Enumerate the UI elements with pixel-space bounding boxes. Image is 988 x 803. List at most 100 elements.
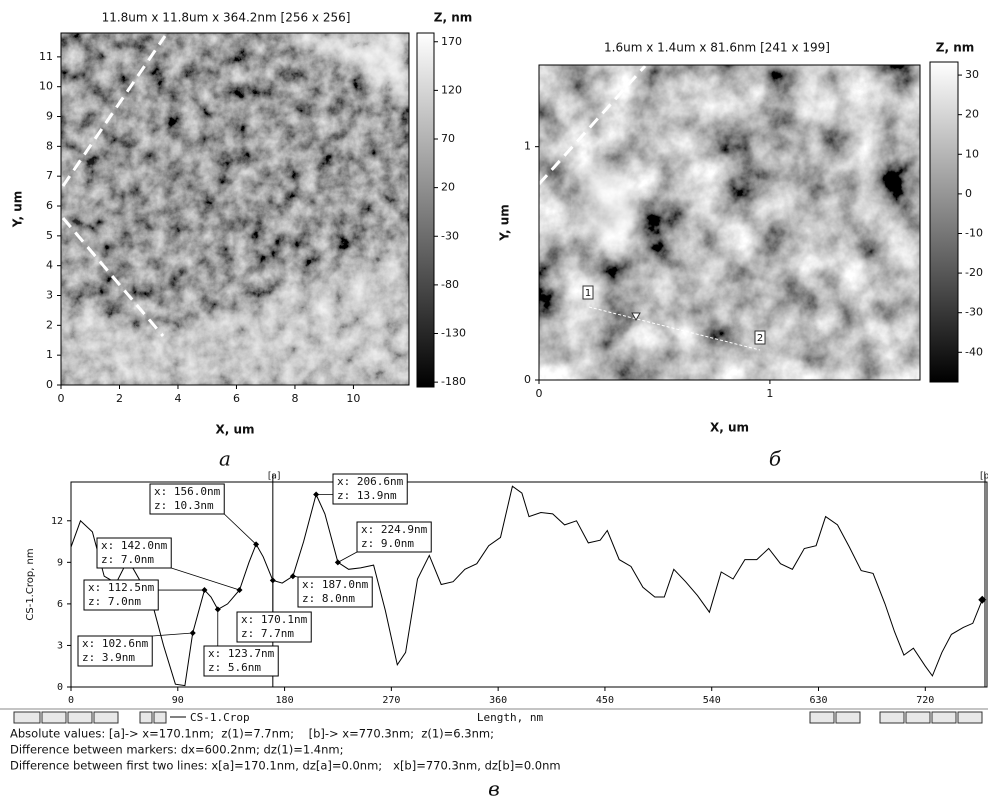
colorbar-tick-label: 70: [441, 132, 455, 145]
x-tick-label: 630: [809, 695, 827, 706]
figure: 11.8um x 11.8um x 364.2nm [256 x 256] Z, …: [0, 0, 988, 803]
caption: в: [488, 777, 500, 801]
colorbar-tick-label: -20: [965, 266, 983, 279]
x-tick-label: 1: [766, 387, 773, 400]
x-tick-label: 0: [536, 387, 543, 400]
marker-label: 1: [585, 288, 591, 299]
x-axis-label: X, um: [710, 421, 749, 435]
annotation-text: z: 7.0nm: [101, 553, 154, 566]
status-line: Absolute values: [a]-> x=170.1nm; z(1)=7…: [10, 727, 494, 741]
afm-image: [61, 33, 409, 385]
colorbar-tick-label: 170: [441, 35, 462, 48]
cursor-label: [a]: [268, 472, 281, 482]
y-tick-label: 3: [57, 640, 63, 651]
legend-label: CS-1.Crop: [190, 711, 250, 724]
x-tick-label: 4: [174, 392, 181, 405]
y-tick-label: 0: [57, 682, 63, 693]
x-tick-label: 270: [382, 695, 400, 706]
button[interactable]: [94, 712, 118, 723]
x-tick-label: 0: [58, 392, 65, 405]
annotation-text: x: 224.9nm: [361, 523, 428, 536]
colorbar-tick-label: -30: [965, 306, 983, 319]
annotation-text: x: 123.7nm: [208, 647, 275, 660]
y-tick-label: 12: [51, 516, 63, 527]
x-tick-label: 450: [596, 695, 614, 706]
x-tick-label: 10: [346, 392, 360, 405]
annotation-text: x: 170.1nm: [241, 613, 308, 626]
button[interactable]: [880, 712, 904, 723]
annotation-text: z: 3.9nm: [82, 651, 135, 664]
afm-image: [539, 65, 920, 380]
y-axis-label: Y, um: [11, 191, 25, 229]
colorbar-tick-label: -10: [965, 226, 983, 239]
colorbar-tick-label: 0: [965, 187, 972, 200]
chart-title: 11.8um x 11.8um x 364.2nm [256 x 256]: [102, 11, 351, 25]
annotation-text: z: 9.0nm: [361, 537, 414, 550]
button[interactable]: [810, 712, 834, 723]
y-axis-label: Y, um: [498, 204, 512, 242]
x-tick-label: 180: [276, 695, 294, 706]
annotation-text: x: 206.6nm: [337, 475, 404, 488]
y-tick-label: 8: [46, 139, 53, 152]
caption: б: [769, 447, 782, 471]
y-tick-label: 6: [46, 199, 53, 212]
x-axis-label: Length, nm: [477, 711, 544, 724]
y-tick-label: 4: [46, 259, 53, 272]
annotation-text: x: 142.0nm: [101, 539, 168, 552]
x-tick-label: 0: [68, 695, 74, 706]
annotation-text: z: 7.0nm: [88, 595, 141, 608]
x-tick-label: 360: [489, 695, 507, 706]
button[interactable]: [154, 712, 166, 723]
button[interactable]: [42, 712, 66, 723]
x-tick-label: 6: [233, 392, 240, 405]
colorbar-tick-label: -40: [965, 345, 983, 358]
colorbar-label: Z, nm: [434, 11, 472, 25]
y-tick-label: 2: [46, 318, 53, 331]
status-line: Difference between markers: dx=600.2nm; …: [10, 743, 343, 757]
button[interactable]: [958, 712, 982, 723]
colorbar-tick-label: 20: [965, 108, 979, 121]
annotation-text: x: 112.5nm: [88, 581, 155, 594]
y-tick-label: 0: [524, 373, 531, 386]
annotation-text: x: 102.6nm: [82, 637, 149, 650]
x-axis-label: X, um: [215, 423, 254, 437]
button[interactable]: [68, 712, 92, 723]
button[interactable]: [836, 712, 860, 723]
colorbar-tick-label: -30: [441, 229, 459, 242]
annotation-text: z: 8.0nm: [302, 592, 355, 605]
light-region: [577, 165, 633, 245]
annotation-text: z: 10.3nm: [154, 499, 214, 512]
annotation-text: x: 187.0nm: [302, 578, 369, 591]
y-tick-label: 5: [46, 229, 53, 242]
x-tick-label: 540: [703, 695, 721, 706]
y-tick-label: 1: [524, 140, 531, 153]
y-tick-label: 3: [46, 289, 53, 302]
cursor-label: [b]: [980, 472, 988, 482]
y-axis-label: CS-1.Crop, nm: [25, 548, 36, 620]
colorbar: [930, 62, 958, 382]
colorbar-tick-label: -130: [441, 327, 466, 340]
status-line: Difference between first two lines: x[a]…: [10, 759, 561, 773]
annotation-text: z: 7.7nm: [241, 627, 294, 640]
y-tick-label: 7: [46, 169, 53, 182]
y-tick-label: 6: [57, 599, 63, 610]
button[interactable]: [14, 712, 40, 723]
colorbar-label: Z, nm: [936, 41, 974, 55]
y-tick-label: 11: [39, 50, 53, 63]
button[interactable]: [932, 712, 956, 723]
x-tick-label: 8: [291, 392, 298, 405]
colorbar-tick-label: 120: [441, 83, 462, 96]
x-tick-label: 2: [116, 392, 123, 405]
colorbar-tick-label: 30: [965, 68, 979, 81]
marker-label: 2: [757, 333, 763, 344]
y-tick-label: 9: [46, 110, 53, 123]
y-tick-label: 9: [57, 557, 63, 568]
caption: а: [219, 447, 231, 471]
button[interactable]: [140, 712, 152, 723]
annotation-text: x: 156.0nm: [154, 485, 221, 498]
y-tick-label: 10: [39, 80, 53, 93]
x-tick-label: 90: [172, 695, 184, 706]
x-tick-label: 720: [916, 695, 934, 706]
annotation-text: z: 13.9nm: [337, 489, 397, 502]
button[interactable]: [906, 712, 930, 723]
